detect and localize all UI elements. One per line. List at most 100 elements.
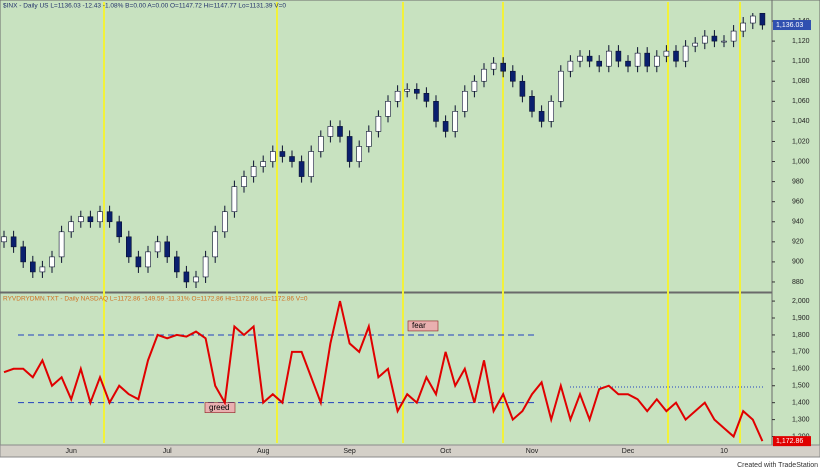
candle-body — [78, 216, 84, 223]
candle-body — [471, 80, 478, 92]
candle-body — [183, 271, 190, 283]
candle-body — [577, 55, 583, 62]
candle-body — [557, 70, 564, 102]
candle-body — [10, 236, 17, 248]
candle-body — [481, 68, 487, 82]
candle-body — [375, 116, 382, 132]
y-tick-label: 1,900 — [792, 315, 810, 322]
candle-body — [20, 246, 27, 263]
x-tick-label: Jul — [163, 448, 172, 455]
candle-body — [308, 151, 315, 177]
candle-body — [538, 111, 545, 122]
candle-body — [116, 221, 122, 238]
candle-body — [586, 55, 593, 62]
y-tick-label: 1,100 — [792, 58, 810, 65]
candle-body — [337, 126, 343, 137]
candle-body — [269, 151, 276, 162]
candle-body — [298, 161, 305, 177]
y-tick-label: 1,500 — [792, 383, 810, 390]
candle-body — [692, 42, 699, 47]
candle-body — [653, 55, 660, 67]
candle-body — [721, 40, 727, 43]
reference-label: greed — [209, 403, 229, 412]
y-tick-label: 920 — [792, 239, 804, 246]
candle-body — [404, 88, 411, 92]
last-value-box — [773, 436, 811, 447]
candle-body — [461, 90, 468, 112]
candle-body — [413, 88, 420, 94]
candle-body — [145, 251, 151, 268]
x-tick-label: Oct — [440, 448, 451, 455]
y-tick-label: 1,060 — [792, 98, 810, 105]
candle-body — [605, 50, 612, 67]
candle-body — [317, 136, 324, 152]
candle-body — [509, 70, 516, 82]
candle-body — [164, 241, 170, 258]
y-tick-label: 1,300 — [792, 416, 810, 423]
x-tick-label: Jun — [66, 448, 77, 455]
candle-body — [500, 62, 507, 72]
reference-label-box — [407, 320, 439, 332]
candle-body — [740, 22, 747, 32]
y-tick-label: 940 — [792, 219, 804, 226]
last-price-label: 1,136.03 — [776, 22, 803, 29]
x-tick-label: Sep — [343, 448, 356, 455]
candle-body — [279, 151, 286, 157]
candle-body — [231, 186, 238, 213]
indicator-panel — [0, 292, 773, 446]
candle-body — [433, 101, 439, 122]
candle-body — [222, 211, 228, 233]
reference-label-box — [204, 402, 236, 413]
candle-body — [29, 261, 36, 273]
candle-body — [567, 60, 574, 72]
candle-body — [749, 15, 756, 24]
candle-body — [97, 211, 103, 223]
candle-body — [596, 60, 603, 67]
reference-label: fear — [412, 321, 426, 330]
candle-body — [212, 231, 218, 258]
candle-body — [135, 256, 142, 268]
y-tick-label: 880 — [792, 279, 804, 286]
candle-body — [394, 90, 401, 102]
candle-body — [260, 161, 267, 167]
candle-body — [87, 216, 94, 223]
candle-body — [519, 80, 526, 97]
candle-body — [615, 50, 622, 62]
candle-body — [644, 52, 651, 67]
y-tick-label: 1,040 — [792, 118, 810, 125]
candle-body — [490, 62, 497, 70]
candle-body — [442, 121, 449, 132]
candle-body — [49, 256, 55, 268]
footer: Created with TradeStation — [737, 462, 818, 469]
candle-body — [193, 276, 199, 283]
candle-body — [126, 236, 132, 258]
candle-body — [356, 146, 363, 162]
indicator-header: RYVDRYDMN.TXT - Daily NASDAQ L=1172.86 -… — [3, 296, 308, 303]
candle-body — [154, 241, 161, 253]
y-tick-label: 980 — [792, 178, 804, 185]
candle-body — [365, 131, 372, 147]
y-tick-label: 1,700 — [792, 349, 810, 356]
candle-body — [289, 156, 295, 162]
indicator-line — [3, 300, 764, 442]
x-tick-label: Dec — [622, 448, 635, 455]
candle-body — [701, 35, 708, 44]
x-tick-label: 10 — [720, 448, 728, 455]
y-tick-label: 900 — [792, 259, 804, 266]
candle-body — [423, 92, 430, 102]
candle-body — [58, 231, 65, 258]
candle-body — [711, 35, 718, 42]
y-tick-label: 1,600 — [792, 366, 810, 373]
y-tick-label: 1,120 — [792, 38, 810, 45]
candle-body — [106, 211, 113, 223]
candle-body — [625, 60, 631, 67]
x-tick-label: Nov — [526, 448, 539, 455]
y-tick-label: 1,000 — [792, 158, 810, 165]
candle-body — [241, 176, 247, 187]
last-value-label: 1,172.86 — [776, 438, 803, 445]
price-header: $INX - Daily US L=1136.03 -12.43 -1.08% … — [3, 3, 286, 10]
candle-body — [673, 50, 679, 62]
last-price-box — [773, 20, 811, 31]
candle-body — [68, 221, 74, 233]
